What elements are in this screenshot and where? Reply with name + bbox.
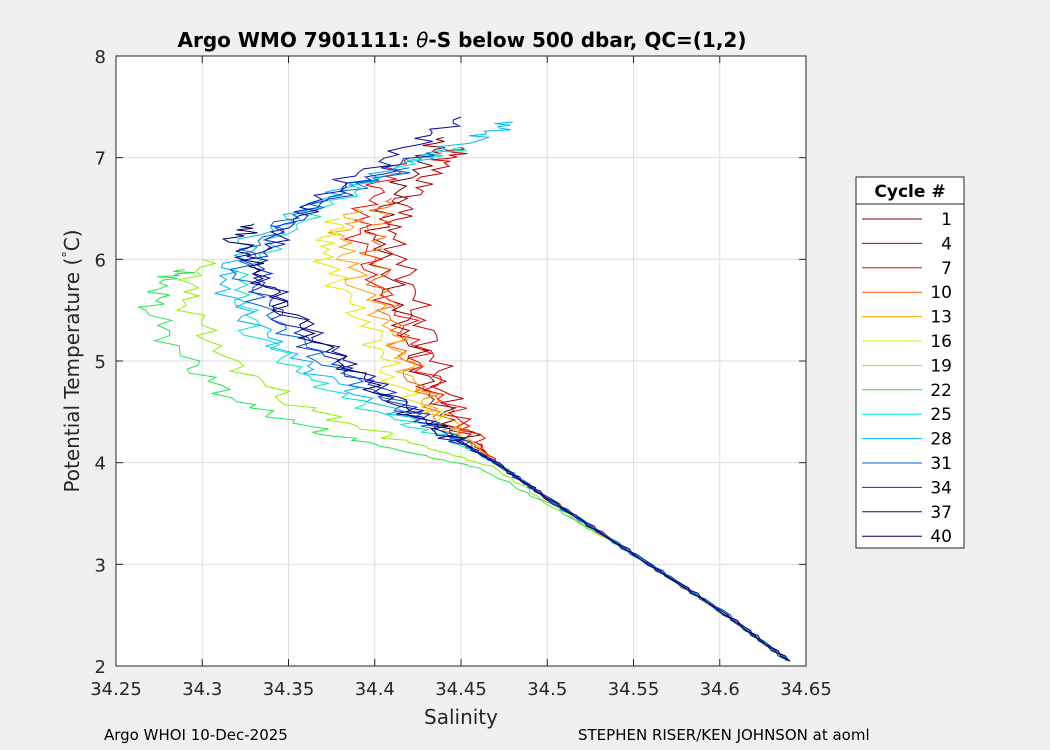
legend-label: 1 <box>941 210 952 230</box>
legend-label: 7 <box>941 259 952 279</box>
legend-title: Cycle # <box>874 182 945 202</box>
y-tick-label: 4 <box>95 454 106 475</box>
legend-box <box>855 176 965 549</box>
x-tick-label: 34.6 <box>700 679 740 700</box>
y-tick-label: 6 <box>95 250 106 271</box>
x-tick-label: 34.25 <box>90 679 142 700</box>
y-tick-label: 2 <box>95 657 106 678</box>
footer-right: STEPHEN RISER/KEN JOHNSON at aoml <box>578 726 870 744</box>
x-tick-label: 34.65 <box>780 679 832 700</box>
y-tick-label: 8 <box>95 47 106 68</box>
legend-label: 28 <box>930 430 952 450</box>
x-tick-label: 34.5 <box>527 679 567 700</box>
chart-title: Argo WMO 7901111: θ-S below 500 dbar, QC… <box>178 28 747 52</box>
series-line-cycle-37 <box>246 116 790 662</box>
legend-label: 31 <box>930 454 952 474</box>
legend-label: 22 <box>930 381 952 401</box>
x-tick-label: 34.3 <box>182 679 222 700</box>
x-axis-label: Salinity <box>424 705 498 729</box>
series-layer <box>136 116 791 662</box>
legend-label: 13 <box>930 308 952 328</box>
legend-label: 37 <box>930 503 952 523</box>
y-tick-label: 7 <box>95 149 106 170</box>
legend-label: 40 <box>930 527 952 547</box>
footer-left: Argo WHOI 10-Dec-2025 <box>104 726 288 744</box>
legend-label: 16 <box>930 332 952 352</box>
ticks: 34.25 34.3 34.35 34.4 34.45 34.5 34.55 34.6 34.6… <box>90 47 832 700</box>
y-axis-label: Potential Temperature (°C) <box>60 229 84 492</box>
series-line-cycle-40 <box>221 223 791 662</box>
series-line-cycle-34 <box>240 152 790 662</box>
x-tick-label: 34.4 <box>355 679 395 700</box>
legend-label: 10 <box>930 283 952 303</box>
legend: Cycle # 1 4 7 10 13 16 19 22 25 28 31 34 37 40 <box>855 176 965 549</box>
legend-label: 4 <box>941 234 952 254</box>
y-tick-label: 3 <box>95 555 106 576</box>
x-tick-label: 34.35 <box>263 679 315 700</box>
legend-label: 25 <box>930 405 952 425</box>
y-tick-label: 5 <box>95 352 106 373</box>
legend-label: 34 <box>930 478 952 498</box>
x-tick-label: 34.55 <box>608 679 660 700</box>
x-tick-label: 34.45 <box>435 679 487 700</box>
legend-label: 19 <box>930 356 952 376</box>
